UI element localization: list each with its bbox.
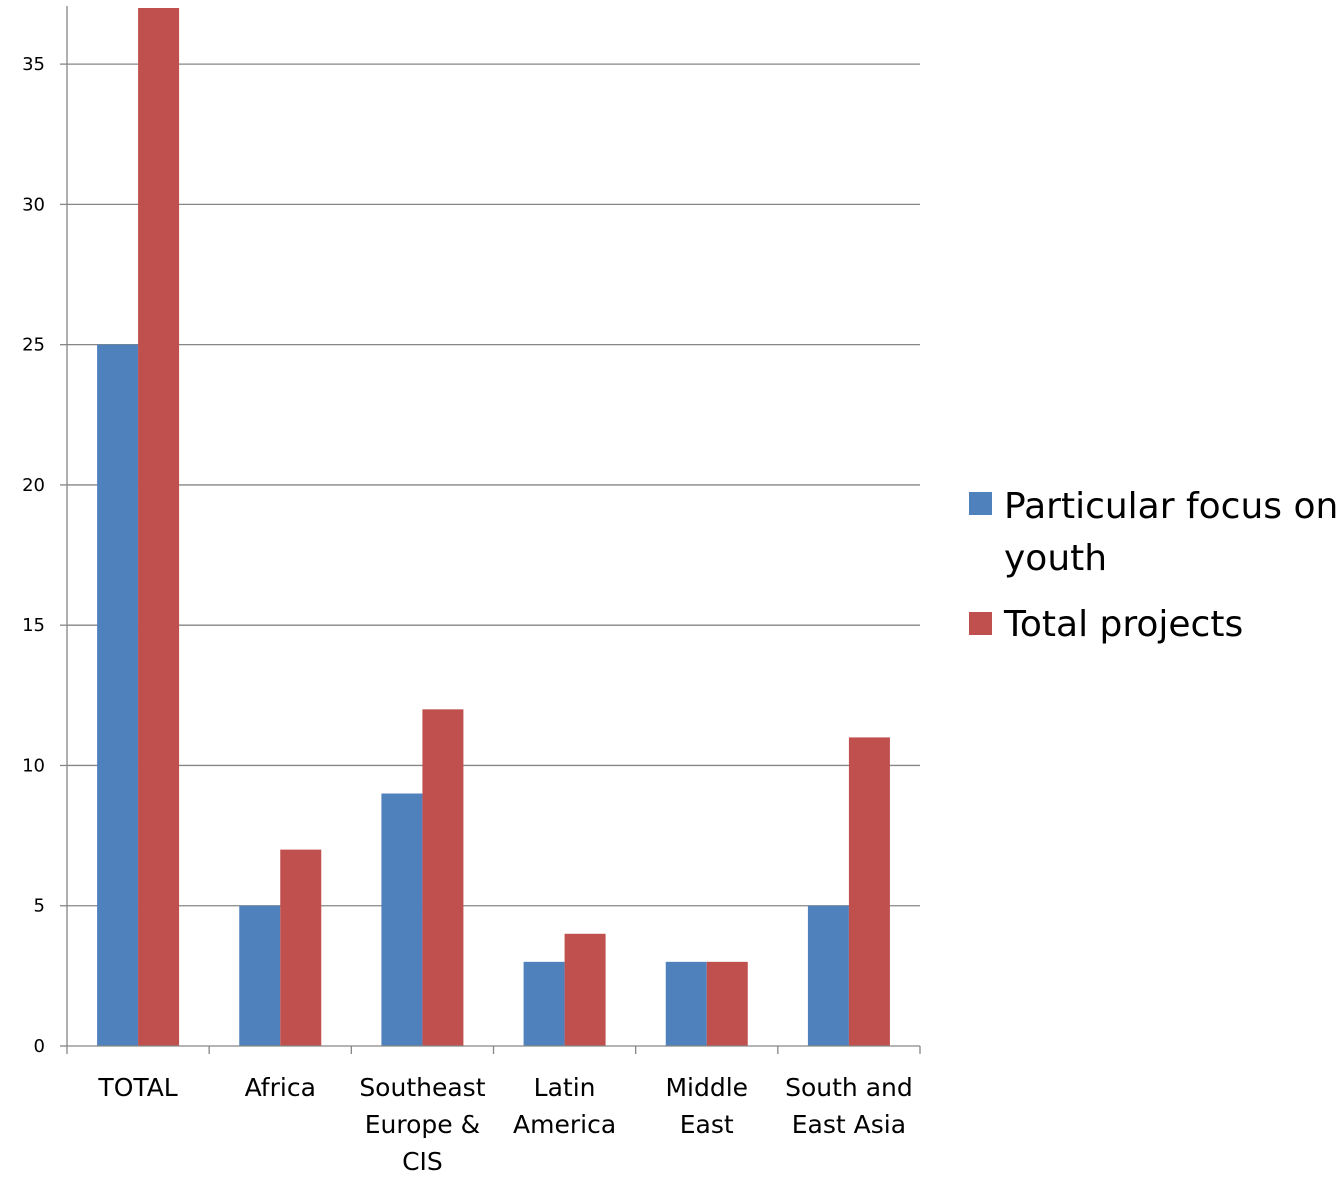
x-tick-label: Middle East	[665, 1073, 748, 1139]
x-tick-label: TOTAL	[97, 1073, 177, 1102]
x-tick-label-line: Middle	[665, 1073, 748, 1102]
gridlines	[67, 63, 920, 907]
legend-label-line: Total projects	[1003, 604, 1243, 645]
y-tick-label: 30	[22, 194, 45, 215]
legend-label-line: youth	[1004, 538, 1107, 579]
bar-total-projects-5	[848, 737, 890, 1046]
legend-label-line: Particular focus on	[1004, 486, 1338, 527]
x-tick-label: South and East Asia	[785, 1073, 913, 1139]
x-tick-label: Latin America	[513, 1073, 616, 1139]
x-tick-label-line: Europe &	[365, 1110, 480, 1139]
bar-total-projects-1	[280, 849, 322, 1046]
bar-youth-focus-5	[807, 905, 849, 1046]
y-tick-label: 25	[22, 335, 45, 356]
x-tick-label-line: CIS	[402, 1147, 443, 1176]
x-tick-label-line: Latin	[534, 1073, 596, 1102]
x-tick-label-line: East Asia	[792, 1110, 906, 1139]
legend-swatch-youth-focus	[969, 492, 992, 515]
bars	[97, 8, 890, 1046]
y-tick-label: 35	[22, 54, 45, 75]
x-tick-label-line: America	[513, 1110, 616, 1139]
x-tick-label: Southeast Europe & CIS	[359, 1073, 485, 1176]
legend-label-total-projects: Total projects	[1003, 604, 1243, 645]
legend-label-youth-focus: Particular focus on youth	[1004, 486, 1338, 579]
x-tick-label-line: South and	[785, 1073, 913, 1102]
y-tick-label: 15	[22, 615, 45, 636]
x-tick-label-line: TOTAL	[97, 1073, 177, 1102]
x-tick-label-line: Africa	[245, 1073, 316, 1102]
bar-youth-focus-0	[97, 344, 139, 1046]
bar-youth-focus-2	[381, 793, 423, 1046]
bar-total-projects-2	[422, 709, 464, 1046]
bar-total-projects-3	[564, 933, 606, 1046]
bar-youth-focus-3	[523, 961, 565, 1046]
y-tick-label: 5	[34, 896, 45, 917]
axes	[60, 6, 921, 1054]
legend-swatch-total-projects	[969, 612, 992, 635]
bar-total-projects-4	[706, 961, 748, 1046]
y-tick-label: 0	[34, 1036, 45, 1057]
legend: Particular focus on youth Total projects	[969, 486, 1338, 645]
bar-total-projects-0	[138, 8, 180, 1046]
bar-youth-focus-1	[239, 905, 281, 1046]
y-tick-label: 20	[22, 475, 45, 496]
x-tick-label: Africa	[245, 1073, 316, 1102]
x-tick-label-line: East	[680, 1110, 734, 1139]
x-tick-label-line: Southeast	[359, 1073, 485, 1102]
y-tick-label: 10	[22, 755, 45, 776]
bar-youth-focus-4	[665, 961, 707, 1046]
axis-labels: 0 5 10 15 20 25 30 35 TOTAL Africa Southeast Europe…	[22, 54, 913, 1176]
